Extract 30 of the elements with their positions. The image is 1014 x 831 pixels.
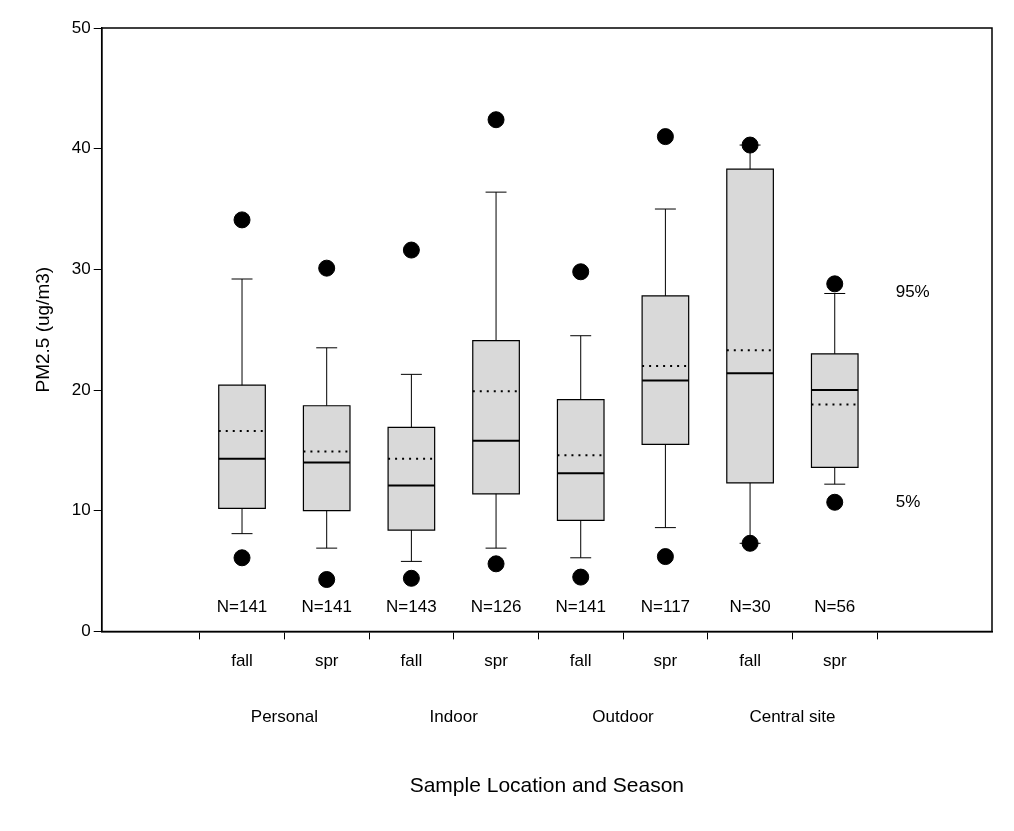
y-tick-label: 0 bbox=[81, 621, 91, 641]
annotation: N=30 bbox=[729, 597, 771, 617]
x-tick-label: spr bbox=[822, 651, 847, 671]
annotation: N=56 bbox=[814, 597, 856, 617]
y-tick-label: 40 bbox=[71, 138, 91, 158]
x-tick-label: spr bbox=[653, 651, 678, 671]
y-axis-title: PM2.5 (ug/m3) bbox=[31, 266, 53, 393]
y-tick-label: 50 bbox=[71, 17, 91, 37]
x-tick-label: fall bbox=[400, 651, 423, 671]
y-tick-label: 30 bbox=[71, 259, 91, 279]
annotation: N=126 bbox=[470, 597, 522, 617]
annotation: N=141 bbox=[216, 597, 268, 617]
text: 5% bbox=[895, 491, 921, 511]
text: 95% bbox=[895, 281, 930, 301]
text: Personal bbox=[250, 707, 318, 727]
text: Central site bbox=[749, 707, 836, 727]
x-tick-label: fall bbox=[231, 651, 253, 671]
x-tick-label: spr bbox=[314, 651, 339, 671]
x-tick-label: fall bbox=[739, 651, 761, 671]
y-tick-label: 10 bbox=[71, 500, 91, 520]
annotation: N=143 bbox=[386, 597, 437, 617]
x-axis-title: Sample Location and Season bbox=[409, 773, 685, 797]
annotation: N=141 bbox=[301, 597, 352, 617]
x-tick-label: spr bbox=[484, 651, 509, 671]
text: Indoor bbox=[429, 707, 479, 727]
annotation: N=117 bbox=[640, 597, 691, 617]
annotation: N=141 bbox=[555, 597, 607, 617]
y-tick-label: 20 bbox=[71, 379, 91, 399]
x-tick-label: fall bbox=[569, 651, 592, 671]
text: Outdoor bbox=[592, 707, 655, 727]
